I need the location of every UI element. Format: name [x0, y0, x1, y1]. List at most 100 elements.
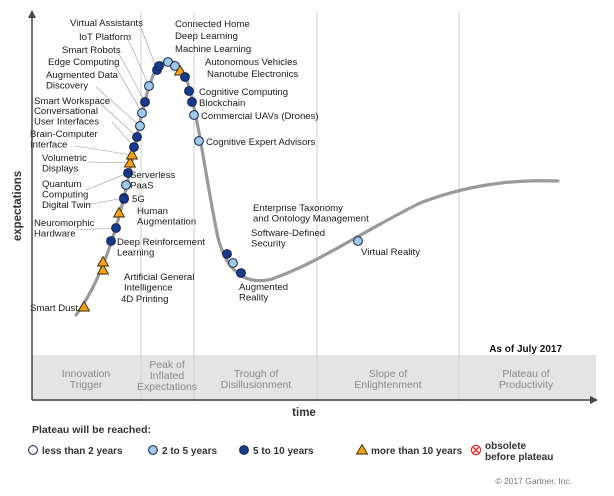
- x-axis-arrow: [590, 396, 598, 404]
- x-axis-label: time: [292, 407, 316, 419]
- label-brain-computer-interface: Brain-Computer Interface: [30, 129, 99, 151]
- label-leader-lines: [74, 24, 158, 231]
- as-of-date: As of July 2017: [489, 344, 562, 355]
- label-nanotube-electronics: Nanotube Electronics: [207, 69, 298, 80]
- label-virtual-reality: Virtual Reality: [361, 247, 420, 258]
- label-augmented-reality: Augmented Reality: [239, 282, 288, 304]
- marker-blockchain: [187, 97, 197, 107]
- marker-4d-printing: [96, 263, 110, 275]
- marker-smart-robots: [140, 97, 150, 107]
- marker-connected-home: [154, 61, 164, 71]
- label-autonomous-vehicles: Autonomous Vehicles: [205, 57, 297, 68]
- marker-smart-dust: [77, 300, 91, 312]
- copyright: © 2017 Gartner, Inc.: [495, 476, 572, 486]
- marker-volumetric-displays: [123, 156, 137, 168]
- label-quantum-computing: Quantum Computing: [42, 179, 88, 201]
- marker-virtual-reality: [353, 236, 363, 246]
- label-cognitive-computing: Cognitive Computing: [199, 87, 288, 98]
- leader-virtual-assistants: [139, 24, 158, 71]
- legend: Plateau will be reached: less than 2 year…: [28, 424, 572, 486]
- label-augmented-data-discovery: Augmented Data Discovery: [46, 70, 119, 92]
- legend-label-obsolete: obsolete before plateau: [485, 441, 553, 463]
- phase-label-trough-of-disillusionment: Trough of Disillusionment: [221, 368, 292, 391]
- marker-cognitive-computing: [184, 86, 194, 96]
- label-edge-computing: Edge Computing: [48, 57, 119, 68]
- marker-5g: [119, 194, 129, 204]
- phase-label-plateau-of-productivity: Plateau of Productivity: [499, 368, 554, 391]
- marker-serverless-paas: [121, 180, 131, 190]
- legend-label-2to5: 2 to 5 years: [162, 446, 217, 457]
- marker-enterprise-taxonomy-and-ontology-management: [222, 249, 232, 259]
- label-smart-robots: Smart Robots: [62, 45, 121, 56]
- label-commercial-uavs-drones: Commercial UAVs (Drones): [201, 111, 319, 122]
- label-smart-workspace: Smart Workspace: [34, 96, 110, 107]
- marker-autonomous-vehicles: [173, 64, 187, 76]
- label-conversational-user-interfaces: Conversational User Interfaces: [34, 106, 99, 128]
- label-deep-learning: Deep Learning: [175, 31, 238, 42]
- phase-label-innovation-trigger: Innovation Trigger: [62, 368, 111, 391]
- label-software-defined-security: Software-Defined Security: [251, 228, 325, 250]
- marker-human-augmentation: [112, 206, 126, 218]
- legend-marker-2to5: [148, 445, 158, 455]
- leader-neuromorphic-hardware: [75, 227, 117, 231]
- marker-augmented-data-discovery: [135, 121, 145, 131]
- y-axis-label: expectations: [12, 171, 24, 241]
- marker-smart-workspace: [132, 132, 142, 142]
- label-machine-learning: Machine Learning: [175, 44, 251, 55]
- marker-edge-computing: [137, 108, 147, 118]
- label-digital-twin: Digital Twin: [42, 200, 91, 211]
- leader-augmented-data-discovery: [95, 86, 141, 127]
- leader-iot-platform: [127, 38, 150, 87]
- legend-label-lt2: less than 2 years: [42, 446, 123, 457]
- marker-augmented-reality: [236, 268, 246, 278]
- phase-labels: Innovation Trigger Peak of Inflated Expectat…: [62, 359, 554, 393]
- label-artificial-general-intelligence: Artificial General Intelligence: [124, 272, 194, 294]
- phase-label-slope-of-enlightenment: Slope of Enlightenment: [354, 368, 421, 391]
- marker-brain-computer-interface: [125, 148, 139, 160]
- label-5g: 5G: [132, 194, 145, 205]
- marker-artificial-general-intelligence: [96, 255, 110, 267]
- label-smart-dust: Smart Dust: [30, 303, 78, 314]
- label-enterprise-taxonomy-and-ontology-management: Enterprise Taxonomy and Ontology Manageme…: [253, 203, 369, 225]
- label-cognitive-expert-advisors: Cognitive Expert Advisors: [206, 137, 316, 148]
- phase-label-peak-of-inflated-expectations: Peak of Inflated Expectations: [137, 359, 197, 393]
- label-volumetric-displays: Volumetric Displays: [42, 153, 87, 175]
- marker-conversational-user-interfaces: [129, 142, 139, 152]
- leader-digital-twin: [85, 197, 125, 206]
- label-human-augmentation: Human Augmentation: [137, 206, 196, 228]
- legend-marker-obsolete: [470, 444, 482, 456]
- leader-brain-computer-interface: [74, 145, 133, 156]
- label-iot-platform: IoT Platform: [79, 32, 131, 43]
- marker-cognitive-expert-advisors: [194, 136, 204, 146]
- marker-iot-platform: [144, 81, 154, 91]
- axes: expectations time As of July 2017: [12, 10, 598, 419]
- label-virtual-assistants: Virtual Assistants: [70, 18, 143, 29]
- legend-label-5to10: 5 to 10 years: [253, 446, 314, 457]
- marker-software-defined-security: [228, 258, 238, 268]
- marker-quantum-computing: [123, 168, 133, 178]
- leader-conversational-user-interfaces: [111, 121, 135, 148]
- marker-neuromorphic-hardware: [111, 223, 121, 233]
- y-axis-arrow: [28, 10, 36, 18]
- label-connected-home: Connected Home: [175, 19, 250, 30]
- label-deep-reinforcement-learning: Deep Reinforcement Learning: [117, 237, 205, 259]
- label-4d-printing: 4D Printing: [121, 294, 168, 305]
- legend-title: Plateau will be reached:: [32, 424, 151, 436]
- phase-band: [32, 355, 596, 401]
- technology-markers: [77, 57, 363, 312]
- marker-commercial-uavs-drones: [189, 110, 199, 120]
- label-serverless-paas: Serverless PaaS: [130, 170, 176, 192]
- leader-volumetric-displays: [87, 161, 131, 164]
- legend-marker-lt2: [28, 445, 38, 455]
- chart-background: [32, 12, 596, 401]
- leader-edge-computing: [113, 63, 143, 114]
- legend-label-gt10: more than 10 years: [371, 446, 463, 457]
- leader-smart-workspace: [100, 103, 138, 138]
- leader-smart-robots: [117, 51, 146, 103]
- marker-deep-reinforcement-learning: [106, 236, 116, 246]
- legend-marker-gt10: [355, 443, 369, 455]
- label-blockchain: Blockchain: [199, 98, 245, 109]
- legend-marker-5to10: [239, 445, 249, 455]
